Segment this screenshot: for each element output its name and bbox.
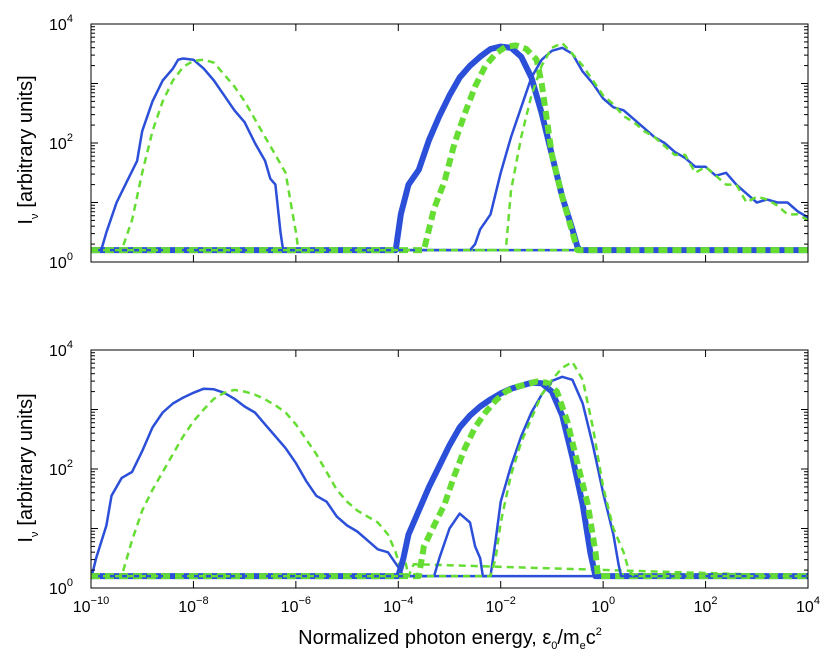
bottom-series-solid-thin-A [91,387,808,580]
x-title-sub2: e [580,640,586,652]
bottom-series-dashed-thin-B [91,360,808,578]
bottom-x-tick-label: 10−8 [178,595,208,616]
bottom-x-tick-label: 102 [694,595,718,616]
bottom-y-tick-label: 104 [49,339,73,360]
top-series-solid-thin-B [91,46,808,252]
bottom-series-layer [91,360,808,580]
x-axis-title: Normalized photon energy, ε0/mec2 [298,626,602,652]
bottom-x-tick-label: 100 [591,595,615,616]
bottom-ticks-layer: 10−10 10−8 10−6 10−4 10−2 100 102 104 100 102 104 [49,339,820,616]
top-series-solid-thick-A [91,43,808,254]
bottom-axes-box [90,349,809,589]
bottom-x-tick-label: 104 [796,595,820,616]
x-title-tail: c [586,627,596,649]
top-series-dashed-thin-A [91,58,808,252]
top-y-tick-label: 104 [49,13,73,34]
bottom-series-dashed-thin-A [91,388,808,578]
top-y-title-sub: ν [29,213,41,219]
top-y-tick-label: 100 [49,251,73,272]
bottom-panel: 10−10 10−8 10−6 10−4 10−2 100 102 104100102104 … [15,339,820,652]
top-series-layer [91,41,808,254]
bottom-x-tick-label: 10−4 [383,595,413,616]
top-y-title-main: I [15,219,37,225]
bottom-y-title-main: I [15,537,37,543]
bottom-y-axis-title: Iν [arbitrary units] [15,393,41,542]
bottom-series-solid-thick-A [91,379,808,580]
x-title-sup: 2 [596,626,602,638]
x-title-mid: /m [557,627,579,649]
top-series-dashed-thick-A [91,42,808,254]
bottom-y-title-rest: [arbitrary units] [15,393,37,525]
bottom-y-tick-label: 102 [49,458,73,479]
top-y-tick-label: 102 [49,132,73,153]
bottom-x-tick-label: 10−2 [486,595,516,616]
bottom-series-dashed-thick-A [91,378,808,580]
bottom-y-title-sub: ν [29,531,41,537]
top-ticks-layer: 100 102 104 [49,13,809,272]
top-y-axis-title: Iν [arbitrary units] [15,75,41,224]
bottom-x-tick-label: 10−10 [73,595,109,616]
x-title-main: Normalized photon energy, ε [298,627,551,649]
x-title-sub1: 0 [551,640,557,652]
top-y-title-rest: [arbitrary units] [15,75,37,207]
bottom-series-solid-thin-B [91,375,808,578]
top-panel: 100 102 104 Iν [arbitrary units] [15,13,809,272]
top-series-solid-thin-A [91,57,808,252]
bottom-x-tick-label: 10−6 [281,595,311,616]
bottom-y-tick-label: 100 [49,577,73,598]
top-series-dashed-thin-B [91,41,808,252]
